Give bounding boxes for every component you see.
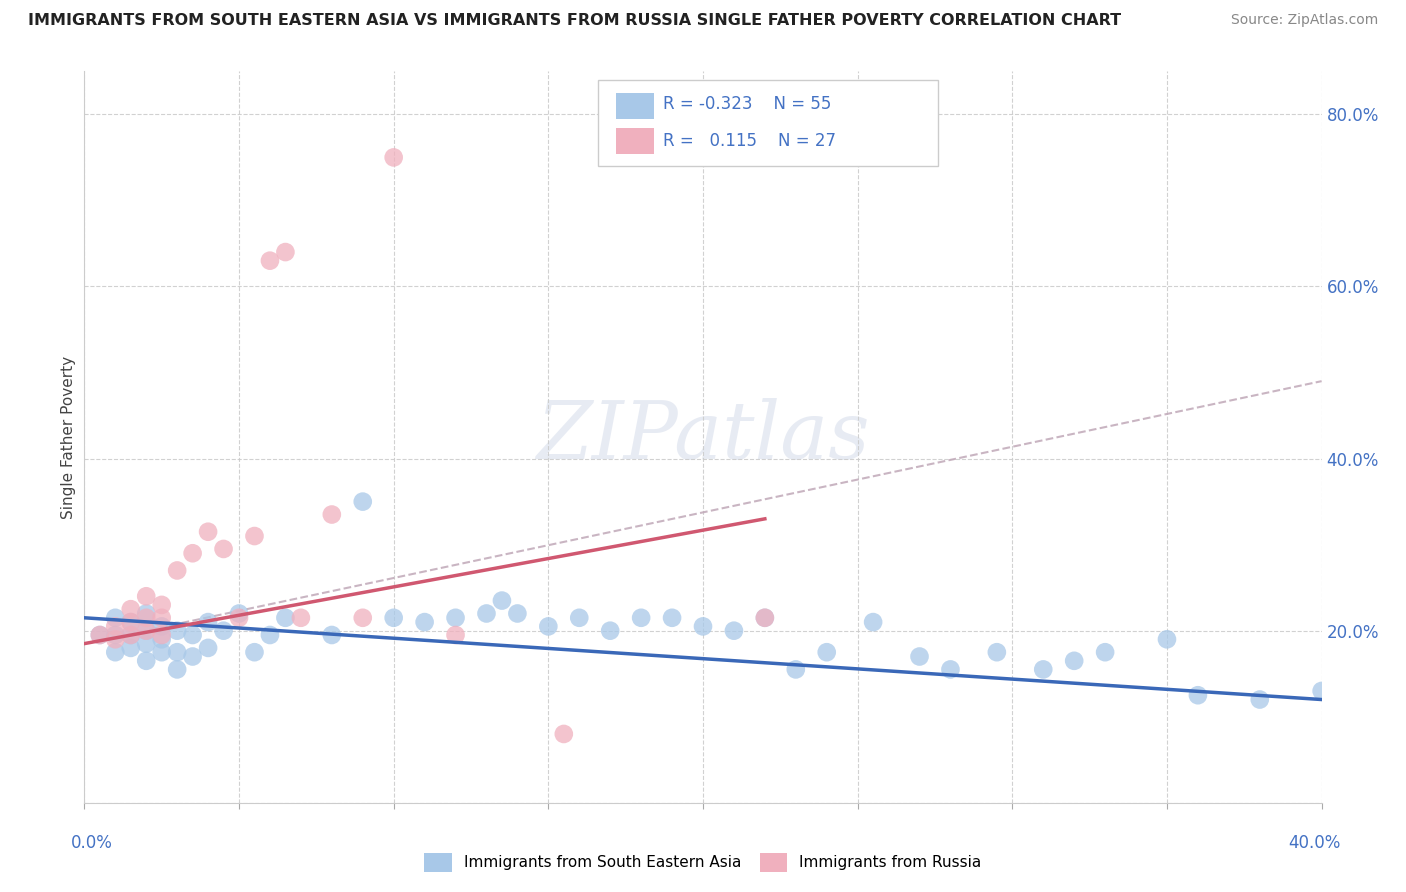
Point [166,564,188,578]
Point [290,611,312,625]
Point [723,624,745,638]
Point [120,640,142,655]
Point [661,611,683,625]
Point [986,645,1008,659]
Text: R = -0.323    N = 55: R = -0.323 N = 55 [664,95,832,113]
Text: R =   0.115    N = 27: R = 0.115 N = 27 [664,132,837,150]
Point [537,619,560,633]
Point [352,494,374,508]
Y-axis label: Single Father Poverty: Single Father Poverty [60,356,76,518]
Point [166,662,188,676]
Point [1094,645,1116,659]
Legend: Immigrants from South Eastern Asia, Immigrants from Russia: Immigrants from South Eastern Asia, Immi… [416,846,990,880]
Text: IMMIGRANTS FROM SOUTH EASTERN ASIA VS IMMIGRANTS FROM RUSSIA SINGLE FATHER POVER: IMMIGRANTS FROM SOUTH EASTERN ASIA VS IM… [28,13,1121,29]
Point [352,611,374,625]
Point [939,662,962,676]
Point [228,611,250,625]
Point [321,508,343,522]
Point [382,150,405,164]
Text: Source: ZipAtlas.com: Source: ZipAtlas.com [1230,13,1378,28]
Point [754,611,776,625]
Point [181,649,204,664]
Point [413,615,436,629]
Point [120,628,142,642]
Point [135,624,157,638]
Point [135,654,157,668]
Point [197,640,219,655]
Text: 40.0%: 40.0% [1288,834,1341,852]
Point [259,253,281,268]
Point [1156,632,1178,647]
Point [166,624,188,638]
Point [150,628,173,642]
Point [1032,662,1054,676]
Point [274,245,297,260]
Point [120,615,142,629]
Point [815,645,838,659]
Point [89,628,111,642]
Point [1187,688,1209,702]
Point [135,607,157,621]
Point [150,598,173,612]
Point [150,619,173,633]
Point [135,637,157,651]
Point [89,628,111,642]
Point [120,615,142,629]
Point [692,619,714,633]
Point [382,611,405,625]
Point [491,593,513,607]
Point [1249,692,1271,706]
Point [135,624,157,638]
Point [243,645,266,659]
Point [274,611,297,625]
Point [862,615,884,629]
Point [212,624,235,638]
Point [135,589,157,603]
Point [1063,654,1085,668]
Point [444,628,467,642]
Point [553,727,575,741]
Point [181,628,204,642]
Point [150,632,173,647]
Point [197,615,219,629]
Point [908,649,931,664]
Point [259,628,281,642]
FancyBboxPatch shape [598,80,938,167]
Text: 0.0%: 0.0% [70,834,112,852]
Point [135,611,157,625]
FancyBboxPatch shape [616,94,654,119]
Point [120,628,142,642]
Point [754,611,776,625]
Point [120,602,142,616]
Point [506,607,529,621]
Point [321,628,343,642]
Point [166,645,188,659]
Text: ZIPatlas: ZIPatlas [536,399,870,475]
Point [1310,684,1333,698]
Point [475,607,498,621]
Point [197,524,219,539]
Point [104,628,127,642]
Point [243,529,266,543]
Point [150,611,173,625]
Point [104,619,127,633]
Point [630,611,652,625]
FancyBboxPatch shape [616,128,654,154]
Point [599,624,621,638]
Point [104,632,127,647]
Point [150,645,173,659]
Point [104,645,127,659]
Point [212,541,235,556]
Point [181,546,204,560]
Point [228,607,250,621]
Point [104,611,127,625]
Point [444,611,467,625]
Point [785,662,807,676]
Point [568,611,591,625]
